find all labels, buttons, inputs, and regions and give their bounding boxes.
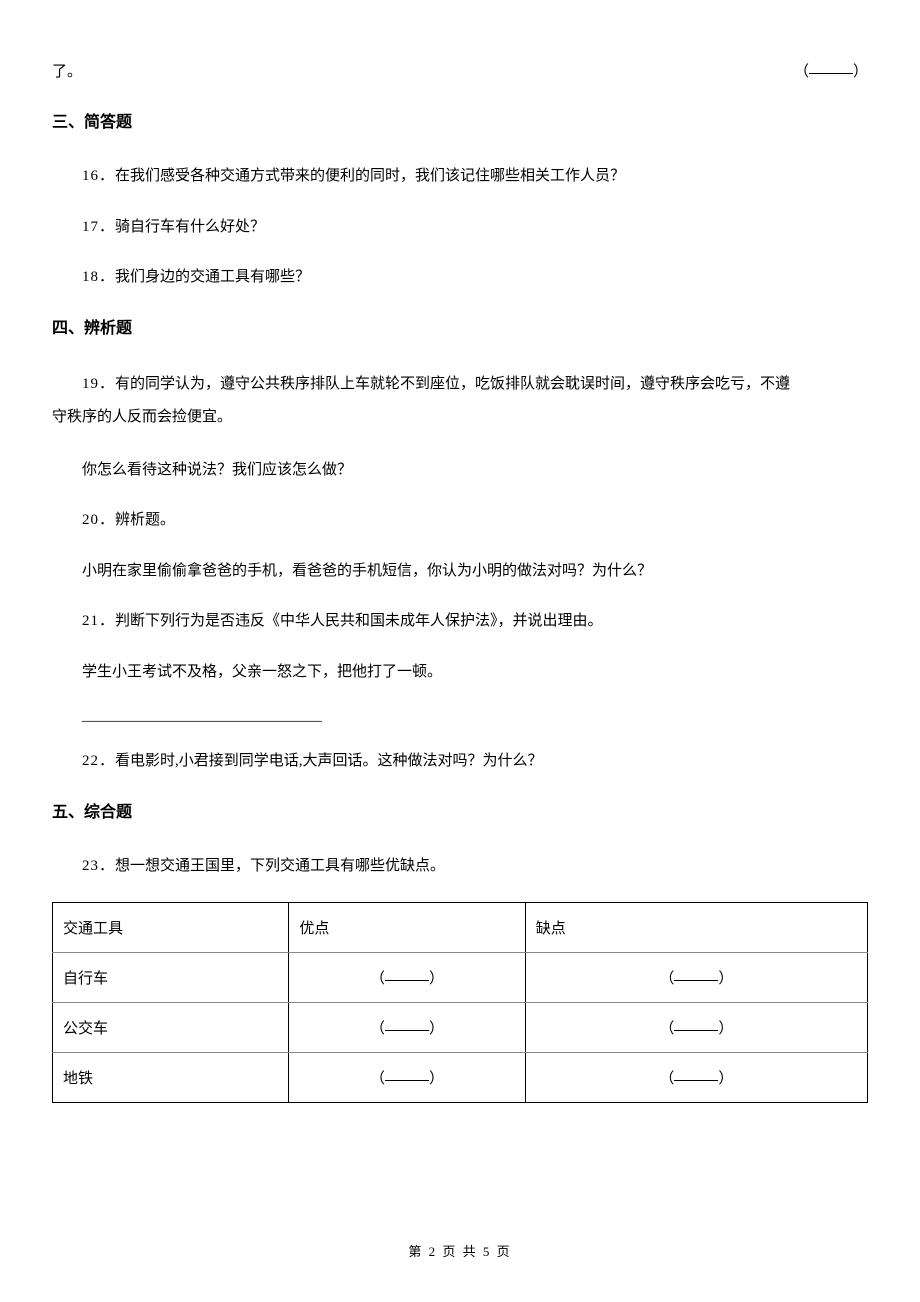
question-17: 17．骑自行车有什么好处？ xyxy=(52,213,868,242)
table-row: 地铁 （） （） xyxy=(53,1053,868,1103)
continuation-line: 了。 （） xyxy=(52,60,868,84)
table-row: 自行车 （） （） xyxy=(53,953,868,1003)
table-header-row: 交通工具 优点 缺点 xyxy=(53,903,868,953)
q16-num: 16． xyxy=(82,168,115,184)
row2-con: （） xyxy=(525,1053,867,1103)
table-row: 公交车 （） （） xyxy=(53,1003,868,1053)
page-footer: 第 2 页 共 5 页 xyxy=(0,1241,920,1260)
q19-text-a: 有的同学认为，遵守公共秩序排队上车就轮不到座位，吃饭排队就会耽误时间，遵守秩序会… xyxy=(115,376,790,392)
q21-text: 判断下列行为是否违反《中华人民共和国未成年人保护法》，并说出理由。 xyxy=(115,613,603,629)
row0-label: 自行车 xyxy=(53,953,289,1003)
th-con: 缺点 xyxy=(525,903,867,953)
q22-num: 22． xyxy=(82,753,115,769)
q16-text: 在我们感受各种交通方式带来的便利的同时，我们该记住哪些相关工作人员？ xyxy=(115,168,625,184)
q18-text: 我们身边的交通工具有哪些？ xyxy=(115,269,310,285)
th-tool: 交通工具 xyxy=(53,903,289,953)
question-20: 20．辨析题。 xyxy=(52,506,868,535)
trail-text: 了。 xyxy=(52,60,82,84)
row0-con: （） xyxy=(525,953,867,1003)
q21-num: 21． xyxy=(82,613,115,629)
row2-label: 地铁 xyxy=(53,1053,289,1103)
question-19: 19．有的同学认为，遵守公共秩序排队上车就轮不到座位，吃饭排队就会耽误时间，遵守… xyxy=(52,368,868,434)
section-3-title: 三、简答题 xyxy=(52,108,868,132)
section-5-title: 五、综合题 xyxy=(52,798,868,822)
q19-num: 19． xyxy=(82,376,115,392)
row2-pro: （） xyxy=(289,1053,525,1103)
q23-text: 想一想交通王国里，下列交通工具有哪些优缺点。 xyxy=(115,858,445,874)
th-pro: 优点 xyxy=(289,903,525,953)
q17-text: 骑自行车有什么好处？ xyxy=(115,219,265,235)
q18-num: 18． xyxy=(82,269,115,285)
q21-blank: ________________________________ xyxy=(52,708,868,725)
row1-pro: （） xyxy=(289,1003,525,1053)
row1-label: 公交车 xyxy=(53,1003,289,1053)
question-22: 22．看电影时,小君接到同学电话,大声回话。这种做法对吗？为什么？ xyxy=(52,747,868,776)
question-16: 16．在我们感受各种交通方式带来的便利的同时，我们该记住哪些相关工作人员？ xyxy=(52,162,868,191)
q22-text: 看电影时,小君接到同学电话,大声回话。这种做法对吗？为什么？ xyxy=(115,753,543,769)
q19-follow: 你怎么看待这种说法？我们应该怎么做？ xyxy=(52,456,868,485)
transport-table: 交通工具 优点 缺点 自行车 （） （） 公交车 （） （） 地铁 （） （） xyxy=(52,902,868,1103)
q21-follow: 学生小王考试不及格，父亲一怒之下，把他打了一顿。 xyxy=(52,658,868,687)
q19-text-b: 守秩序的人反而会捡便宜。 xyxy=(52,409,232,425)
section-4-title: 四、辨析题 xyxy=(52,314,868,338)
question-18: 18．我们身边的交通工具有哪些？ xyxy=(52,263,868,292)
question-23: 23．想一想交通王国里，下列交通工具有哪些优缺点。 xyxy=(52,852,868,881)
q23-num: 23． xyxy=(82,858,115,874)
q20-text: 辨析题。 xyxy=(115,512,175,528)
q17-num: 17． xyxy=(82,219,115,235)
q20-num: 20． xyxy=(82,512,115,528)
q20-follow: 小明在家里偷偷拿爸爸的手机，看爸爸的手机短信，你认为小明的做法对吗？为什么？ xyxy=(52,557,868,586)
question-21: 21．判断下列行为是否违反《中华人民共和国未成年人保护法》，并说出理由。 xyxy=(52,607,868,636)
row0-pro: （） xyxy=(289,953,525,1003)
judgment-blank: （） xyxy=(794,60,868,84)
row1-con: （） xyxy=(525,1003,867,1053)
